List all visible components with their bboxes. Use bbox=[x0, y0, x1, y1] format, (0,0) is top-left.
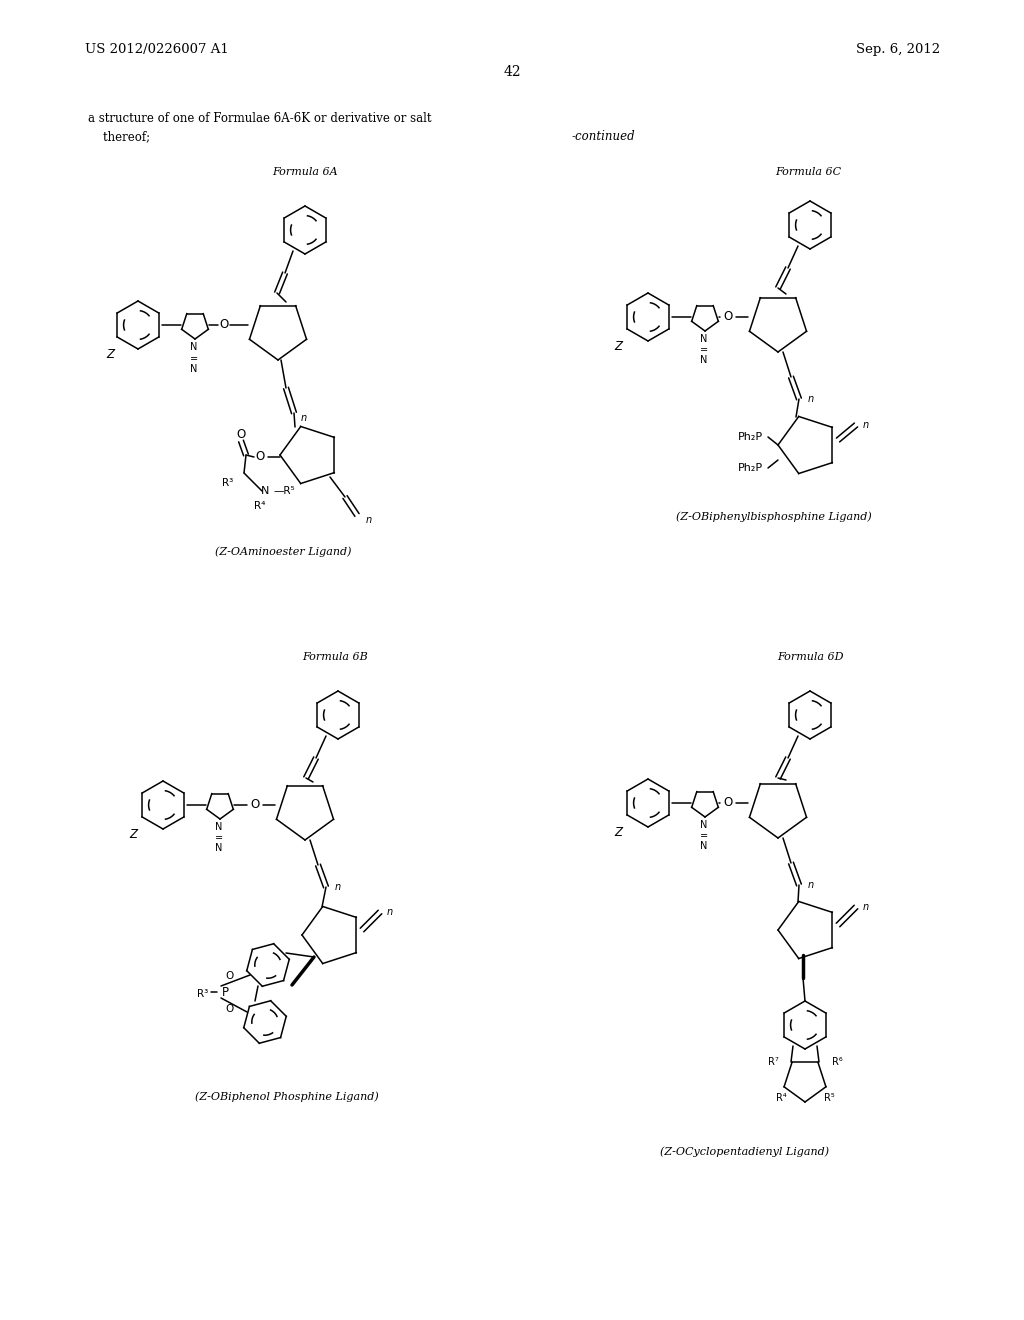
Text: Z: Z bbox=[129, 829, 137, 842]
Text: R³: R³ bbox=[222, 478, 233, 488]
Text: =: = bbox=[700, 345, 708, 355]
Text: N: N bbox=[700, 334, 708, 345]
Text: O: O bbox=[255, 450, 264, 463]
Text: O: O bbox=[219, 318, 228, 331]
Text: R⁶: R⁶ bbox=[831, 1057, 843, 1067]
Text: =: = bbox=[189, 354, 198, 364]
Text: N: N bbox=[700, 355, 708, 366]
Text: =: = bbox=[700, 832, 708, 841]
Text: N: N bbox=[190, 364, 198, 374]
Text: R⁴: R⁴ bbox=[775, 1093, 786, 1104]
Text: Ph₂P: Ph₂P bbox=[737, 432, 763, 442]
Text: n: n bbox=[863, 420, 869, 430]
Text: P: P bbox=[221, 986, 228, 998]
Text: Formula 6D: Formula 6D bbox=[777, 652, 843, 663]
Text: N: N bbox=[215, 822, 222, 832]
Text: 42: 42 bbox=[503, 65, 521, 79]
Text: n: n bbox=[301, 413, 307, 422]
Text: Z: Z bbox=[106, 348, 114, 362]
Text: N: N bbox=[261, 486, 269, 496]
Text: R⁵: R⁵ bbox=[823, 1093, 835, 1104]
Text: (Z-OBiphenylbisphosphine Ligand): (Z-OBiphenylbisphosphine Ligand) bbox=[676, 511, 871, 521]
Text: R⁴: R⁴ bbox=[254, 502, 265, 511]
Text: —R⁵: —R⁵ bbox=[273, 486, 295, 496]
Text: O: O bbox=[225, 1005, 233, 1014]
Text: Sep. 6, 2012: Sep. 6, 2012 bbox=[856, 44, 940, 57]
Text: N: N bbox=[190, 342, 198, 352]
Text: Formula 6C: Formula 6C bbox=[775, 168, 841, 177]
Text: O: O bbox=[251, 799, 260, 812]
Text: -continued: -continued bbox=[572, 129, 636, 143]
Text: O: O bbox=[723, 796, 732, 809]
Text: n: n bbox=[863, 902, 869, 912]
Text: thereof;: thereof; bbox=[88, 129, 151, 143]
Text: N: N bbox=[700, 841, 708, 851]
Text: =: = bbox=[215, 833, 223, 843]
Text: Formula 6A: Formula 6A bbox=[272, 168, 338, 177]
Text: N: N bbox=[215, 843, 222, 853]
Text: O: O bbox=[723, 310, 732, 323]
Text: (Z-OBiphenol Phosphine Ligand): (Z-OBiphenol Phosphine Ligand) bbox=[195, 1092, 379, 1102]
Text: US 2012/0226007 A1: US 2012/0226007 A1 bbox=[85, 44, 228, 57]
Text: O: O bbox=[237, 428, 246, 441]
Text: (Z-OAminoester Ligand): (Z-OAminoester Ligand) bbox=[215, 546, 351, 557]
Text: (Z-OCyclopentadienyl Ligand): (Z-OCyclopentadienyl Ligand) bbox=[660, 1147, 829, 1158]
Text: N: N bbox=[700, 820, 708, 830]
Text: n: n bbox=[366, 515, 372, 525]
Text: Formula 6B: Formula 6B bbox=[302, 652, 368, 663]
Text: Z: Z bbox=[614, 341, 622, 354]
Text: n: n bbox=[808, 880, 814, 890]
Text: R³: R³ bbox=[198, 989, 209, 999]
Text: Ph₂P: Ph₂P bbox=[737, 463, 763, 473]
Text: O: O bbox=[226, 972, 234, 981]
Text: n: n bbox=[335, 882, 341, 892]
Text: Z: Z bbox=[614, 826, 622, 840]
Text: n: n bbox=[808, 393, 814, 404]
Text: R⁷: R⁷ bbox=[768, 1057, 778, 1067]
Text: n: n bbox=[387, 907, 393, 917]
Text: a structure of one of Formulae 6A-6K or derivative or salt: a structure of one of Formulae 6A-6K or … bbox=[88, 112, 431, 125]
